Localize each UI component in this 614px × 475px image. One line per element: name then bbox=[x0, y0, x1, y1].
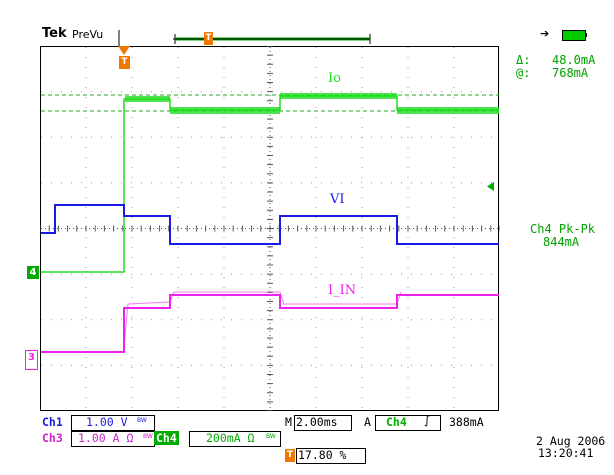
waveform-display[interactable]: Io VI I_IN bbox=[39, 45, 501, 412]
ch4-ground-marker[interactable]: 4 bbox=[27, 266, 39, 279]
trigger-marker-top[interactable]: T bbox=[119, 56, 130, 69]
trigger-box[interactable] bbox=[375, 415, 441, 431]
brand-logo: Tek bbox=[42, 26, 67, 41]
ch4-label[interactable]: Ch4 bbox=[154, 431, 179, 445]
trigger-level: 388mA bbox=[449, 415, 484, 429]
ch3-label[interactable]: Ch3 bbox=[42, 431, 63, 445]
time: 13:20:41 bbox=[538, 446, 594, 460]
ch1-label[interactable]: Ch1 bbox=[42, 415, 63, 429]
date: 2 Aug 2006 bbox=[536, 434, 606, 448]
battery-tip-icon bbox=[585, 33, 587, 37]
record-trigger-marker: T bbox=[204, 32, 213, 45]
timebase-box[interactable] bbox=[294, 415, 352, 431]
measurement-label: Ch4 Pk-Pk bbox=[530, 222, 596, 236]
timebase: 2.00ms bbox=[296, 415, 338, 429]
ch4-cursor-arrow-icon bbox=[487, 182, 494, 191]
cursor-delta-symbol: Δ: bbox=[516, 53, 531, 67]
trace-i-in bbox=[41, 291, 499, 353]
measurement-value: 844mA bbox=[543, 235, 580, 249]
graticule bbox=[39, 45, 501, 412]
trigger-position: 17.80 % bbox=[298, 448, 347, 462]
ch1-scale-box[interactable] bbox=[71, 415, 155, 431]
ch3-bandwidth-icon: BW bbox=[143, 433, 153, 440]
record-window-indicator bbox=[118, 30, 371, 46]
ch4-bandwidth-icon: BW bbox=[266, 433, 276, 440]
trigger-position-marker: T bbox=[285, 449, 295, 462]
ch1-bandwidth-icon: BW bbox=[137, 417, 147, 424]
cursor-at-symbol: @: bbox=[516, 66, 531, 80]
trace-label-vi: VI bbox=[330, 192, 345, 207]
trace-label-io: Io bbox=[328, 71, 341, 86]
top-status-bar: Tek PreVu T ➔ bbox=[0, 0, 614, 48]
acquisition-status: PreVu bbox=[72, 28, 104, 41]
trigger-source: Ch4 bbox=[386, 415, 407, 429]
ch3-scale: 1.00 A Ω bbox=[78, 431, 134, 445]
trace-label-i-in: I_IN bbox=[328, 283, 357, 298]
ch4-scale-box[interactable] bbox=[189, 431, 281, 447]
trigger-position-box[interactable] bbox=[296, 448, 366, 464]
ch3-ground-marker[interactable]: 3 bbox=[25, 350, 38, 370]
right-readout-panel: Δ: 48.0mA @: 768mA Ch4 Pk-Pk 844mA bbox=[487, 46, 614, 411]
trace-vi bbox=[41, 204, 499, 245]
trace-io bbox=[41, 93, 499, 273]
trigger-slope-icon: ∫ bbox=[424, 413, 430, 427]
timebase-prefix: M bbox=[285, 415, 292, 429]
battery-icon bbox=[562, 30, 586, 41]
cursor-delta-value: 48.0mA bbox=[552, 53, 596, 67]
trigger-arrow-icon bbox=[118, 46, 130, 55]
power-plug-icon: ➔ bbox=[540, 27, 550, 40]
ch1-scale: 1.00 V bbox=[86, 415, 128, 429]
cursor-at-value: 768mA bbox=[552, 66, 589, 80]
ch4-scale: 200mA Ω bbox=[206, 431, 255, 445]
trigger-mode: A bbox=[364, 415, 371, 429]
